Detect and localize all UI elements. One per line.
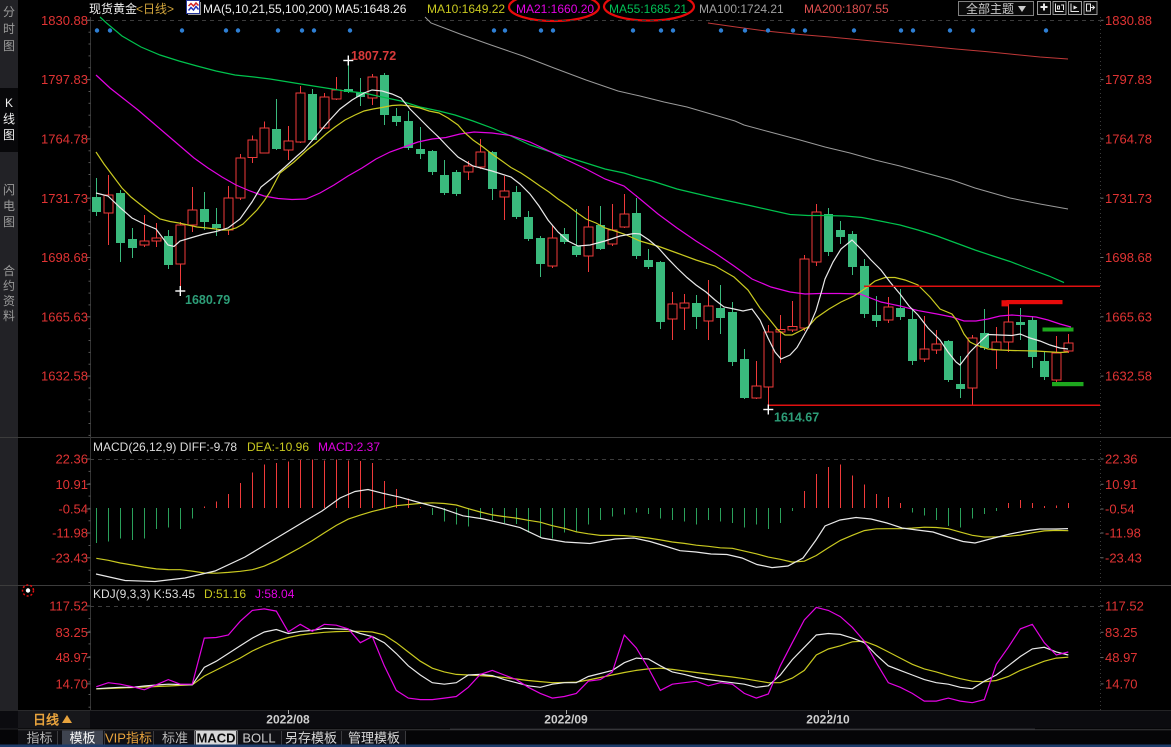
svg-text:另存模板: 另存模板	[285, 731, 337, 746]
svg-text:1797.83: 1797.83	[1105, 72, 1152, 87]
svg-text:1680.79: 1680.79	[185, 293, 230, 307]
svg-text:1731.73: 1731.73	[41, 191, 88, 206]
svg-text:MACD:2.37: MACD:2.37	[318, 440, 380, 454]
svg-text:线: 线	[3, 112, 15, 126]
svg-text:指标: 指标	[26, 731, 52, 746]
svg-text:14.70: 14.70	[55, 677, 88, 692]
svg-text:全部主题: 全部主题	[966, 1, 1014, 16]
svg-text:MA100:1724.21: MA100:1724.21	[699, 2, 784, 16]
svg-text:时: 时	[3, 22, 15, 36]
svg-text:标准: 标准	[162, 731, 188, 746]
svg-text:图: 图	[3, 128, 15, 142]
svg-text:1764.78: 1764.78	[41, 132, 88, 147]
svg-text:14.70: 14.70	[1105, 677, 1138, 692]
svg-text:合: 合	[3, 263, 15, 278]
svg-text:1797.83: 1797.83	[41, 72, 88, 87]
svg-text:约: 约	[3, 278, 15, 293]
svg-text:1807.72: 1807.72	[351, 49, 396, 63]
svg-text:现货黄金: 现货黄金	[89, 1, 137, 16]
svg-text:83.25: 83.25	[55, 625, 88, 640]
svg-text:MACD(26,12,9) DIFF:-9.78: MACD(26,12,9) DIFF:-9.78	[93, 440, 237, 454]
svg-text:1698.68: 1698.68	[41, 250, 88, 265]
svg-text:-0.54: -0.54	[1105, 502, 1135, 517]
svg-text:1632.58: 1632.58	[1105, 369, 1152, 384]
svg-text:48.97: 48.97	[1105, 650, 1138, 665]
svg-text:2022/08: 2022/08	[266, 713, 310, 727]
svg-text:J:58.04: J:58.04	[255, 587, 295, 601]
svg-text:48.97: 48.97	[55, 650, 88, 665]
svg-text:117.52: 117.52	[1105, 599, 1144, 614]
svg-text:MA200:1807.55: MA200:1807.55	[804, 2, 889, 16]
svg-text:1830.88: 1830.88	[41, 13, 88, 28]
svg-text:图: 图	[3, 39, 15, 53]
svg-text:22.36: 22.36	[1105, 452, 1138, 467]
svg-text:22.36: 22.36	[55, 452, 88, 467]
svg-text:-0.54: -0.54	[58, 502, 88, 517]
svg-text:图: 图	[3, 215, 15, 229]
svg-text:1764.78: 1764.78	[1105, 132, 1152, 147]
svg-text:10.91: 10.91	[55, 477, 88, 492]
svg-text:分: 分	[3, 5, 15, 19]
svg-text:BOLL: BOLL	[242, 731, 275, 746]
svg-text:1665.63: 1665.63	[1105, 309, 1152, 324]
svg-text:1614.67: 1614.67	[774, 411, 819, 425]
svg-text:资: 资	[3, 294, 15, 308]
svg-text:MA5:1648.26: MA5:1648.26	[335, 2, 407, 16]
svg-text:KDJ(9,3,3) K:53.45: KDJ(9,3,3) K:53.45	[93, 587, 195, 601]
svg-text:-23.43: -23.43	[1105, 550, 1142, 565]
svg-text:D:51.16: D:51.16	[204, 587, 246, 601]
svg-text:2022/09: 2022/09	[544, 713, 588, 727]
svg-text:管理模板: 管理模板	[348, 731, 400, 746]
svg-text:MACD: MACD	[197, 731, 236, 746]
svg-text:1632.58: 1632.58	[41, 369, 88, 384]
svg-text:1731.73: 1731.73	[1105, 191, 1152, 206]
svg-text:MA(5,10,21,55,100,200): MA(5,10,21,55,100,200)	[203, 2, 332, 16]
svg-text:MA55:1685.21: MA55:1685.21	[609, 2, 687, 16]
svg-text:电: 电	[3, 199, 15, 213]
svg-text:K: K	[5, 96, 13, 110]
svg-text:-11.98: -11.98	[1105, 526, 1141, 541]
svg-text:DEA:-10.96: DEA:-10.96	[247, 440, 309, 454]
svg-text:MA10:1649.22: MA10:1649.22	[427, 2, 505, 16]
svg-text:-23.43: -23.43	[51, 550, 88, 565]
svg-text:MA21:1660.20: MA21:1660.20	[516, 2, 594, 16]
svg-text:<日线>: <日线>	[136, 2, 174, 16]
svg-text:2022/10: 2022/10	[806, 713, 850, 727]
svg-text:117.52: 117.52	[49, 599, 88, 614]
svg-text:-11.98: -11.98	[52, 526, 88, 541]
svg-text:日线: 日线	[33, 713, 59, 728]
svg-text:1830.88: 1830.88	[1105, 13, 1152, 28]
svg-text:VIP指标: VIP指标	[105, 731, 152, 746]
svg-text:10.91: 10.91	[1105, 477, 1138, 492]
svg-text:1665.63: 1665.63	[41, 309, 88, 324]
svg-text:1698.68: 1698.68	[1105, 250, 1152, 265]
svg-text:料: 料	[3, 309, 15, 323]
svg-text:模板: 模板	[69, 731, 95, 746]
svg-text:83.25: 83.25	[1105, 625, 1138, 640]
svg-text:闪: 闪	[3, 183, 15, 197]
